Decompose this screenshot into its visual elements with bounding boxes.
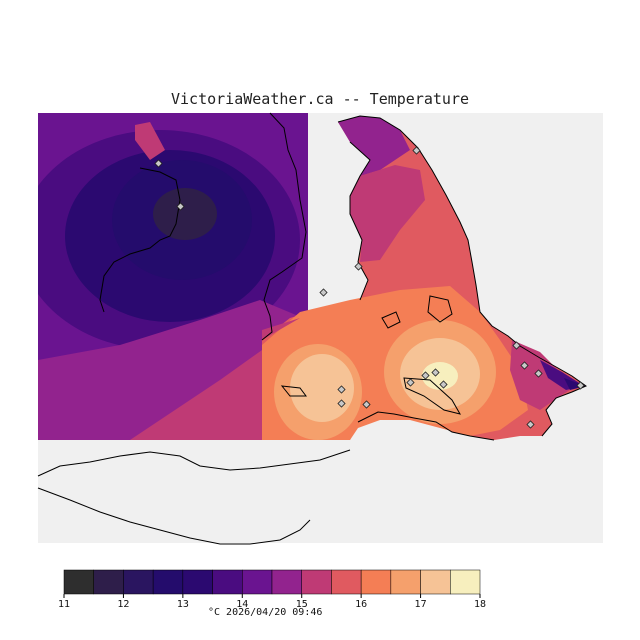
west-temperature-field — [38, 113, 308, 440]
station-marker[interactable] — [534, 369, 543, 378]
legend-bin — [331, 569, 362, 595]
legend-bin — [450, 569, 481, 595]
legend-bin — [93, 569, 124, 595]
east-temperature-field — [262, 116, 586, 440]
legend-bin — [420, 569, 451, 595]
station-marker[interactable] — [431, 368, 440, 377]
legend-bin — [390, 569, 421, 595]
legend-tick-label: 12 — [117, 599, 129, 610]
station-marker[interactable] — [354, 262, 363, 271]
legend-bins — [63, 569, 481, 595]
station-marker[interactable] — [337, 385, 346, 394]
legend-bin — [360, 569, 392, 595]
station-marker[interactable] — [520, 361, 529, 370]
map-title: VictoriaWeather.ca -- Temperature — [170, 90, 469, 108]
legend-bin — [152, 569, 184, 595]
station-marker[interactable] — [406, 378, 415, 387]
station-marker[interactable] — [526, 420, 535, 429]
legend-bin — [212, 569, 243, 595]
legend-bin — [271, 569, 302, 595]
station-marker[interactable] — [319, 288, 328, 297]
legend-tick-label: 14 — [236, 599, 248, 610]
station-marker[interactable] — [337, 399, 346, 408]
coastline — [37, 112, 588, 545]
station-marker[interactable] — [576, 381, 585, 390]
legend-bin — [123, 569, 154, 595]
timestamp: °C 2026/04/20 09:46 — [208, 607, 323, 618]
legend-bin — [182, 569, 213, 595]
legend-tick-label: 18 — [474, 599, 486, 610]
legend-bin — [63, 569, 94, 595]
legend-bin — [301, 569, 332, 595]
station-marker[interactable] — [439, 380, 448, 389]
station-marker[interactable] — [512, 341, 521, 350]
station-markers — [154, 146, 585, 429]
legend-tick-label: 11 — [58, 599, 70, 610]
legend-tick-label: 15 — [296, 599, 308, 610]
station-marker[interactable] — [421, 371, 430, 380]
legend-tick-label: 17 — [415, 599, 427, 610]
legend-tick-label: 16 — [355, 599, 367, 610]
legend-ticks: 11 12 13 14 15 16 17 18 — [58, 594, 486, 610]
station-marker[interactable] — [154, 159, 163, 168]
station-marker[interactable] — [362, 400, 371, 409]
station-marker[interactable] — [176, 202, 185, 211]
station-marker[interactable] — [412, 146, 421, 155]
legend-bin — [242, 569, 273, 595]
legend-tick-label: 13 — [177, 599, 189, 610]
